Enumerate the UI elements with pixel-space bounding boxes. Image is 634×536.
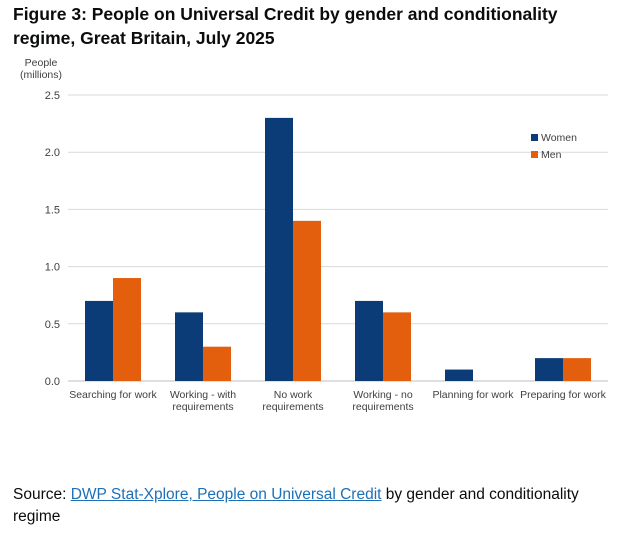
legend-swatch xyxy=(531,134,538,141)
bar-women xyxy=(445,369,473,381)
legend-label: Women xyxy=(541,132,577,144)
bar-men xyxy=(203,346,231,381)
x-tick-label: Preparing for work xyxy=(520,389,607,401)
bar-chart: 0.0 0.5 1.0 1.5 2.0 2.5 People(millions) Search… xyxy=(20,57,608,413)
y-tick-label: 2.5 xyxy=(45,90,60,102)
legend-swatch xyxy=(531,151,538,158)
source-suffix: by gender and conditionality regime xyxy=(13,486,579,525)
source-note: Source: DWP Stat-Xplore, People on Unive… xyxy=(13,484,623,528)
x-tick-label: Planning for work xyxy=(432,389,514,401)
y-tick-label: 1.5 xyxy=(45,204,60,216)
figure-title: Figure 3: People on Universal Credit by … xyxy=(13,4,558,48)
source-link[interactable]: DWP Stat-Xplore, People on Universal Cre… xyxy=(70,486,382,503)
x-tick-label: requirements xyxy=(172,401,233,413)
bar-men xyxy=(293,220,321,381)
y-tick-label: 0.0 xyxy=(45,376,60,388)
x-tick-label: requirements xyxy=(262,401,323,413)
bar-women xyxy=(175,312,203,381)
bar-men xyxy=(113,278,141,381)
source-prefix: Source: xyxy=(13,486,71,503)
y-axis-title: (millions) xyxy=(20,69,62,81)
bar-women xyxy=(355,300,383,381)
legend-label: Men xyxy=(541,149,562,161)
x-tick-label: No work xyxy=(274,389,313,401)
y-tick-label: 0.5 xyxy=(45,319,60,331)
bar-men xyxy=(383,312,411,381)
y-tick-label: 2.0 xyxy=(45,147,60,159)
bar-women xyxy=(535,358,563,381)
bar-men xyxy=(563,358,591,381)
y-tick-label: 1.0 xyxy=(45,262,60,274)
bar-women xyxy=(85,300,113,381)
y-axis-title: People xyxy=(25,57,58,69)
x-tick-label: requirements xyxy=(352,401,413,413)
x-tick-label: Working - with xyxy=(170,389,236,401)
bar-women xyxy=(265,117,293,381)
x-tick-label: Working - no xyxy=(353,389,412,401)
x-tick-label: Searching for work xyxy=(69,389,157,401)
